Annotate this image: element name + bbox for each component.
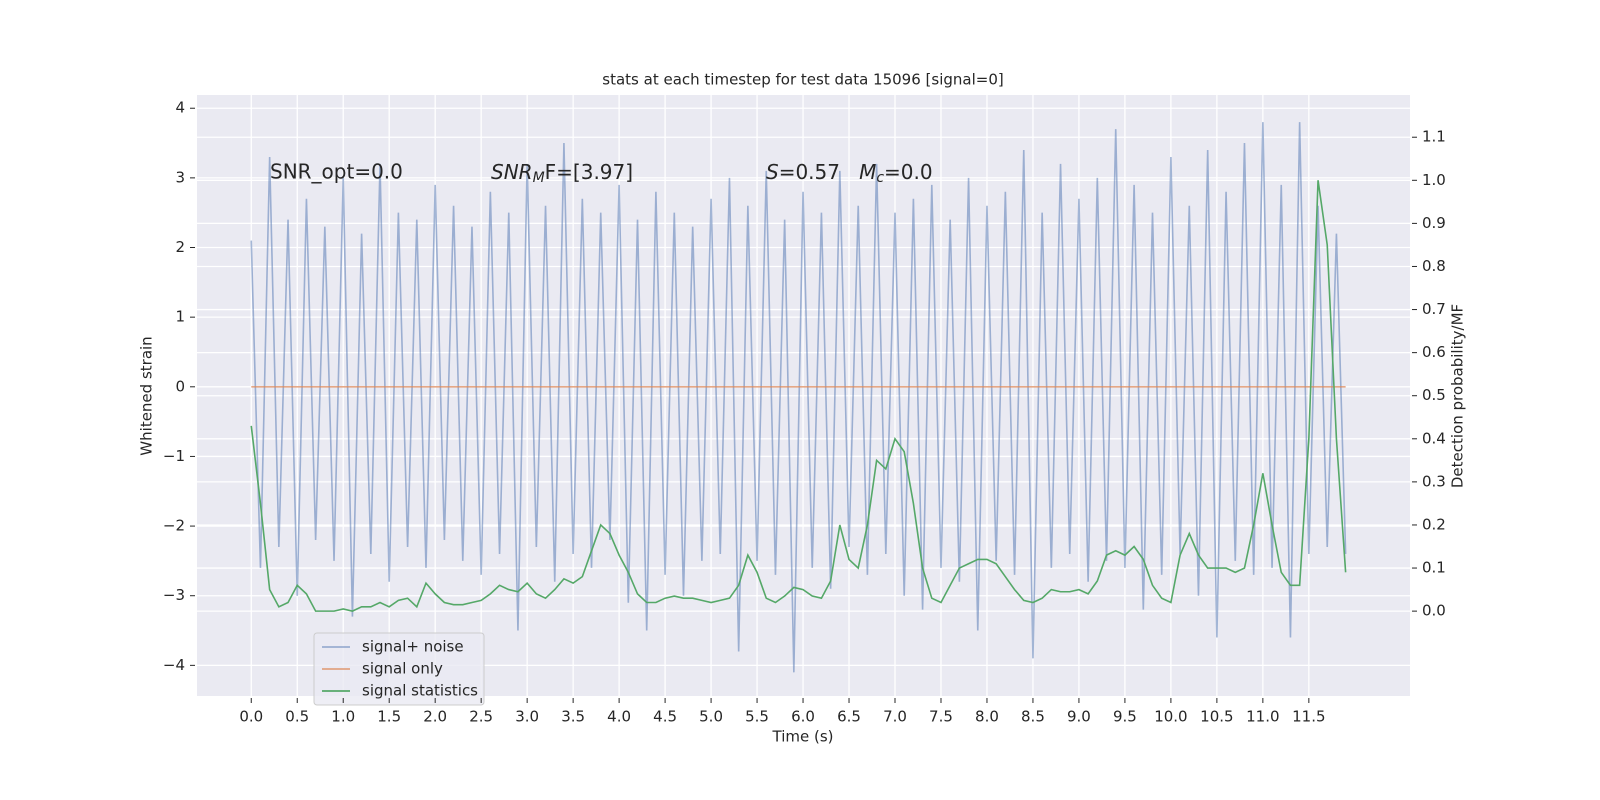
x-tick-label: 1.0: [331, 708, 355, 726]
y2-tick-label: 0.5: [1422, 386, 1446, 404]
annotation: SNRMF=[3.97]: [491, 160, 633, 187]
y-tick-label: 1: [175, 308, 185, 326]
annotation-part: F=[3.97]: [545, 160, 633, 184]
y2-tick-label: 0.0: [1422, 602, 1446, 620]
x-tick-label: 10.5: [1200, 708, 1233, 726]
annotation: SNR_opt=0.0: [270, 160, 403, 184]
x-tick-label: 9.0: [1067, 708, 1091, 726]
x-tick-label: 6.5: [837, 708, 861, 726]
x-tick-label: 2.0: [423, 708, 447, 726]
y-tick-label: −2: [163, 517, 185, 535]
x-tick-label: 5.5: [745, 708, 769, 726]
y-tick-label: −4: [163, 656, 185, 674]
y-tick-label: 3: [175, 168, 185, 186]
y-axis-label: Whitened strain: [138, 336, 156, 455]
legend-box: [313, 632, 485, 706]
annotation-part: SNR: [491, 160, 533, 184]
y-tick-label: 2: [175, 238, 185, 256]
y2-tick-label: 1.0: [1422, 171, 1446, 189]
x-tick-label: 4.0: [607, 708, 631, 726]
annotation-part: M: [859, 160, 876, 184]
y-tick-label: 4: [175, 99, 185, 117]
x-tick-label: 10.0: [1154, 708, 1187, 726]
x-tick-label: 0.5: [285, 708, 309, 726]
x-tick-label: 1.5: [377, 708, 401, 726]
y2-tick-label: 0.1: [1422, 559, 1446, 577]
annotation-part: M: [533, 170, 545, 186]
annotation: S=0.57 Mc=0.0: [766, 160, 933, 187]
legend-label: signal+ noise: [362, 638, 464, 656]
y2-tick-label: 0.8: [1422, 257, 1446, 275]
y-tick-label: −3: [163, 586, 185, 604]
y-tick-label: 0: [175, 377, 185, 395]
x-tick-label: 6.0: [791, 708, 815, 726]
y2-tick-label: 1.1: [1422, 128, 1446, 146]
x-tick-label: 11.0: [1246, 708, 1279, 726]
y2-tick-label: 0.9: [1422, 214, 1446, 232]
x-tick-label: 11.5: [1292, 708, 1325, 726]
annotation-part: =0.57: [779, 160, 859, 184]
annotation-part: S: [766, 160, 779, 184]
x-tick-label: 0.0: [239, 708, 263, 726]
x-tick-label: 3.0: [515, 708, 539, 726]
legend-label: signal only: [362, 660, 443, 678]
x-tick-label: 5.0: [699, 708, 723, 726]
x-tick-label: 4.5: [653, 708, 677, 726]
y2-tick-label: 0.4: [1422, 429, 1446, 447]
legend-label: signal statistics: [362, 682, 478, 700]
chart-title: stats at each timestep for test data 150…: [602, 71, 1003, 89]
x-tick-label: 9.5: [1113, 708, 1137, 726]
x-tick-label: 7.0: [883, 708, 907, 726]
y2-tick-label: 0.3: [1422, 472, 1446, 490]
x-tick-label: 3.5: [561, 708, 585, 726]
y2-tick-label: 0.7: [1422, 300, 1446, 318]
series-line: [250, 122, 1347, 673]
x-tick-label: 8.0: [975, 708, 999, 726]
x-tick-label: 7.5: [929, 708, 953, 726]
y2-axis-label: Detection probability/MF: [1449, 304, 1467, 488]
x-axis-label: Time (s): [772, 728, 834, 746]
series-line: [250, 180, 1347, 612]
x-tick-label: 8.5: [1021, 708, 1045, 726]
annotation-part: c: [876, 170, 884, 186]
y2-tick-label: 0.2: [1422, 515, 1446, 533]
annotation-part: =0.0: [884, 160, 933, 184]
x-tick-label: 2.5: [469, 708, 493, 726]
y2-tick-label: 0.6: [1422, 343, 1446, 361]
y-tick-label: −1: [163, 447, 185, 465]
